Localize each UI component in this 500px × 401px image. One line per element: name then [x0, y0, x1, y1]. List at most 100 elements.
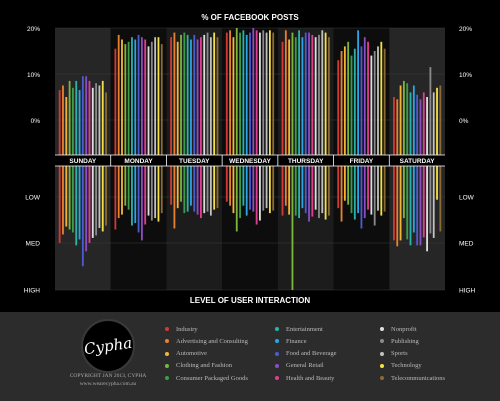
interaction-bar-saturday [399, 166, 402, 241]
posts-bar-wednesday [242, 30, 245, 155]
day-label-tuesday: TUESDAY [179, 158, 210, 165]
posts-bar-sunday [62, 85, 64, 155]
interaction-bar-sunday [91, 166, 94, 238]
interaction-bar-monday [131, 166, 133, 226]
legend-item: Clothing and Fashion [165, 361, 232, 371]
posts-bar-thursday [321, 30, 324, 155]
interaction-bar-wednesday [235, 166, 238, 232]
interaction-bar-thursday [311, 166, 314, 217]
interaction-bar-friday [373, 166, 376, 226]
interaction-bar-wednesday [262, 166, 265, 211]
interaction-bar-tuesday [209, 166, 212, 216]
legend-swatch [380, 376, 384, 381]
legend-swatch [275, 327, 279, 331]
y-tick-label: 0% [459, 118, 469, 125]
interaction-bar-sunday [62, 166, 64, 235]
legend-item: Food and Beverage [275, 349, 337, 359]
interaction-bar-tuesday [176, 166, 179, 209]
posts-bar-tuesday [216, 37, 219, 156]
posts-bar-thursday [308, 32, 310, 155]
posts-bar-wednesday [245, 34, 248, 155]
day-label-thursday: THURSDAY [288, 158, 324, 165]
interaction-bar-friday [340, 166, 343, 222]
posts-bar-sunday [105, 92, 107, 155]
interaction-bar-monday [137, 166, 140, 233]
interaction-bar-thursday [298, 166, 300, 219]
legend-label: General Retail [286, 362, 324, 370]
posts-bar-tuesday [176, 41, 179, 155]
interaction-bar-wednesday [259, 166, 261, 221]
legend-item: Advertising and Consulting [165, 336, 248, 346]
interaction-bar-sunday [75, 166, 78, 246]
posts-bar-thursday [304, 32, 307, 155]
interaction-bar-monday [154, 166, 157, 219]
interaction-bar-sunday [81, 166, 84, 267]
posts-bar-friday [343, 46, 346, 155]
posts-bar-thursday [301, 37, 304, 156]
posts-bar-wednesday [262, 30, 265, 155]
interaction-bar-friday [350, 166, 353, 214]
chart-title: % OF FACEBOOK POSTS [201, 13, 299, 22]
posts-bar-saturday [396, 99, 399, 155]
legend-item: Finance [275, 336, 307, 346]
interaction-bar-monday [134, 166, 137, 224]
posts-bar-friday [363, 37, 366, 156]
interaction-bar-friday [343, 166, 346, 201]
interaction-bar-monday [127, 166, 130, 210]
posts-bar-sunday [58, 90, 61, 155]
posts-bar-monday [117, 34, 120, 155]
interaction-bar-thursday [321, 166, 324, 214]
interaction-bar-tuesday [180, 166, 182, 202]
interaction-bar-friday [363, 166, 366, 219]
interaction-bar-tuesday [206, 166, 209, 212]
posts-bar-wednesday [235, 28, 238, 155]
legend-label: Telecommunications [391, 374, 446, 382]
posts-bar-friday [380, 41, 383, 155]
legend-label: Automotive [176, 350, 208, 358]
interaction-bar-tuesday [216, 166, 219, 209]
posts-bar-tuesday [209, 37, 212, 156]
posts-bar-thursday [294, 37, 297, 156]
posts-bar-monday [154, 37, 157, 156]
posts-bar-wednesday [272, 32, 275, 155]
posts-bar-monday [114, 48, 117, 156]
posts-bar-friday [370, 55, 373, 155]
posts-bar-sunday [72, 87, 74, 155]
legend-swatch [380, 327, 384, 331]
interaction-bar-monday [117, 166, 120, 219]
legend-swatch [165, 363, 169, 368]
posts-bar-sunday [95, 83, 98, 155]
posts-bar-monday [131, 37, 133, 156]
posts-bar-monday [140, 37, 143, 156]
legend-swatch [275, 339, 279, 344]
posts-bar-friday [383, 48, 386, 156]
posts-bar-thursday [318, 34, 320, 155]
legend-label: Industry [176, 325, 198, 333]
posts-bar-tuesday [200, 37, 202, 156]
legend-item: Entertainment [275, 324, 323, 334]
interaction-bar-sunday [95, 166, 98, 236]
legend-label: Clothing and Fashion [176, 362, 232, 370]
posts-bar-monday [134, 39, 137, 155]
footer: Cypha COPYRIGHT JAN 2013, CYPHA www.wear… [0, 312, 500, 401]
interaction-bar-saturday [406, 166, 409, 240]
interaction-tick-label: HIGH [459, 288, 476, 295]
legend-swatch [380, 339, 384, 344]
website-link[interactable]: www.wearecypha.com.au [79, 381, 137, 387]
interaction-tick-label: LOW [25, 195, 41, 202]
day-label-monday: MONDAY [124, 158, 153, 165]
legend-label: Nonprofit [391, 325, 417, 333]
interaction-bar-friday [367, 166, 369, 210]
legend-swatch [275, 376, 279, 381]
posts-bar-tuesday [180, 34, 182, 155]
interaction-bar-friday [337, 166, 340, 209]
posts-bar-wednesday [249, 32, 251, 155]
legend-label: Publishing [391, 337, 419, 345]
interaction-bar-wednesday [268, 166, 271, 214]
posts-bar-friday [377, 46, 379, 155]
interaction-bar-monday [124, 166, 127, 206]
posts-bar-tuesday [186, 34, 189, 155]
day-label-sunday: SUNDAY [69, 158, 97, 165]
legend-item: Sports [380, 349, 408, 359]
interaction-bar-tuesday [203, 166, 206, 214]
